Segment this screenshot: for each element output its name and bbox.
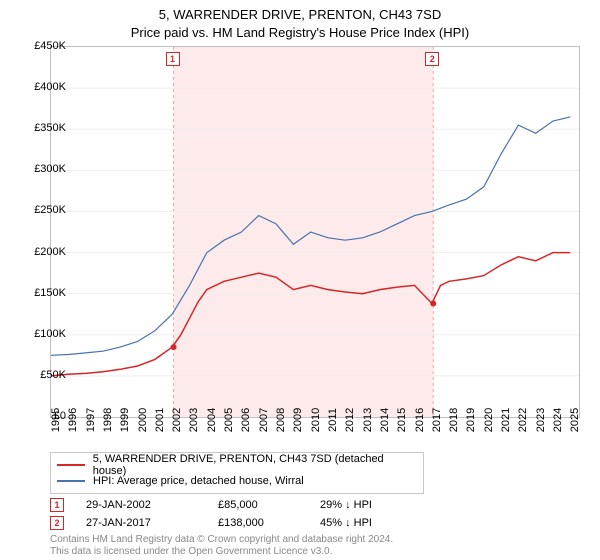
- xtick-label: 2016: [414, 408, 426, 432]
- footnote: Contains HM Land Registry data © Crown c…: [50, 534, 393, 557]
- xtick-label: 2019: [465, 408, 477, 432]
- xtick-label: 2007: [258, 408, 270, 432]
- chart-container: 5, WARRENDER DRIVE, PRENTON, CH43 7SD Pr…: [0, 0, 600, 560]
- ytick-label: £100K: [34, 328, 66, 340]
- xtick-label: 1996: [67, 408, 79, 432]
- legend: 5, WARRENDER DRIVE, PRENTON, CH43 7SD (d…: [50, 452, 424, 494]
- ytick-label: £450K: [34, 40, 66, 52]
- chart-title: 5, WARRENDER DRIVE, PRENTON, CH43 7SD Pr…: [0, 0, 600, 41]
- xtick-label: 1997: [85, 408, 97, 432]
- ytick-label: £350K: [34, 122, 66, 134]
- footnote-line-2: This data is licensed under the Open Gov…: [50, 546, 393, 558]
- xtick-label: 2020: [483, 408, 495, 432]
- xtick-label: 2012: [344, 408, 356, 432]
- xtick-label: 2013: [362, 408, 374, 432]
- legend-item-property: 5, WARRENDER DRIVE, PRENTON, CH43 7SD (d…: [57, 457, 417, 473]
- sale-marker-2: 2: [50, 516, 64, 530]
- xtick-label: 2025: [569, 408, 581, 432]
- sale-delta-2: 45% ↓ HPI: [320, 517, 420, 529]
- ytick-label: £200K: [34, 246, 66, 258]
- xtick-label: 2003: [188, 408, 200, 432]
- xtick-label: 2014: [379, 408, 391, 432]
- xtick-label: 2005: [223, 408, 235, 432]
- ytick-label: £150K: [34, 287, 66, 299]
- xtick-label: 2011: [327, 408, 339, 432]
- ytick-label: £300K: [34, 163, 66, 175]
- xtick-label: 2015: [396, 408, 408, 432]
- sale-row-1: 1 29-JAN-2002 £85,000 29% ↓ HPI: [50, 496, 420, 514]
- title-line-1: 5, WARRENDER DRIVE, PRENTON, CH43 7SD: [0, 6, 600, 24]
- plot-area: [50, 46, 580, 418]
- xtick-label: 1995: [50, 408, 62, 432]
- chart-marker-1: 1: [166, 52, 180, 66]
- sale-delta-1: 29% ↓ HPI: [320, 499, 420, 511]
- xtick-label: 2001: [154, 408, 166, 432]
- xtick-label: 2010: [310, 408, 322, 432]
- xtick-label: 2000: [137, 408, 149, 432]
- sale-row-2: 2 27-JAN-2017 £138,000 45% ↓ HPI: [50, 514, 420, 532]
- footnote-line-1: Contains HM Land Registry data © Crown c…: [50, 534, 393, 546]
- sale-price-1: £85,000: [218, 499, 298, 511]
- xtick-label: 2023: [535, 408, 547, 432]
- legend-label-property: 5, WARRENDER DRIVE, PRENTON, CH43 7SD (d…: [93, 453, 417, 477]
- legend-label-hpi: HPI: Average price, detached house, Wirr…: [93, 475, 304, 487]
- xtick-label: 2009: [292, 408, 304, 432]
- xtick-label: 2002: [171, 408, 183, 432]
- xtick-label: 2017: [431, 408, 443, 432]
- ytick-label: £50K: [40, 369, 66, 381]
- xtick-label: 2022: [517, 408, 529, 432]
- sale-date-1: 29-JAN-2002: [86, 499, 196, 511]
- sales-table: 1 29-JAN-2002 £85,000 29% ↓ HPI 2 27-JAN…: [50, 496, 420, 532]
- xtick-label: 2021: [500, 408, 512, 432]
- xtick-label: 2008: [275, 408, 287, 432]
- sale-price-2: £138,000: [218, 517, 298, 529]
- chart-marker-2: 2: [425, 52, 439, 66]
- xtick-label: 2006: [240, 408, 252, 432]
- ytick-label: £250K: [34, 204, 66, 216]
- sale-date-2: 27-JAN-2017: [86, 517, 196, 529]
- xtick-label: 2024: [552, 408, 564, 432]
- sale-marker-1: 1: [50, 498, 64, 512]
- xtick-label: 2004: [206, 408, 218, 432]
- xtick-label: 1998: [102, 408, 114, 432]
- legend-swatch-hpi: [57, 480, 85, 482]
- ytick-label: £400K: [34, 81, 66, 93]
- title-line-2: Price paid vs. HM Land Registry's House …: [0, 24, 600, 42]
- xtick-label: 2018: [448, 408, 460, 432]
- legend-swatch-property: [57, 464, 85, 466]
- xtick-label: 1999: [119, 408, 131, 432]
- plot-svg: [51, 47, 579, 417]
